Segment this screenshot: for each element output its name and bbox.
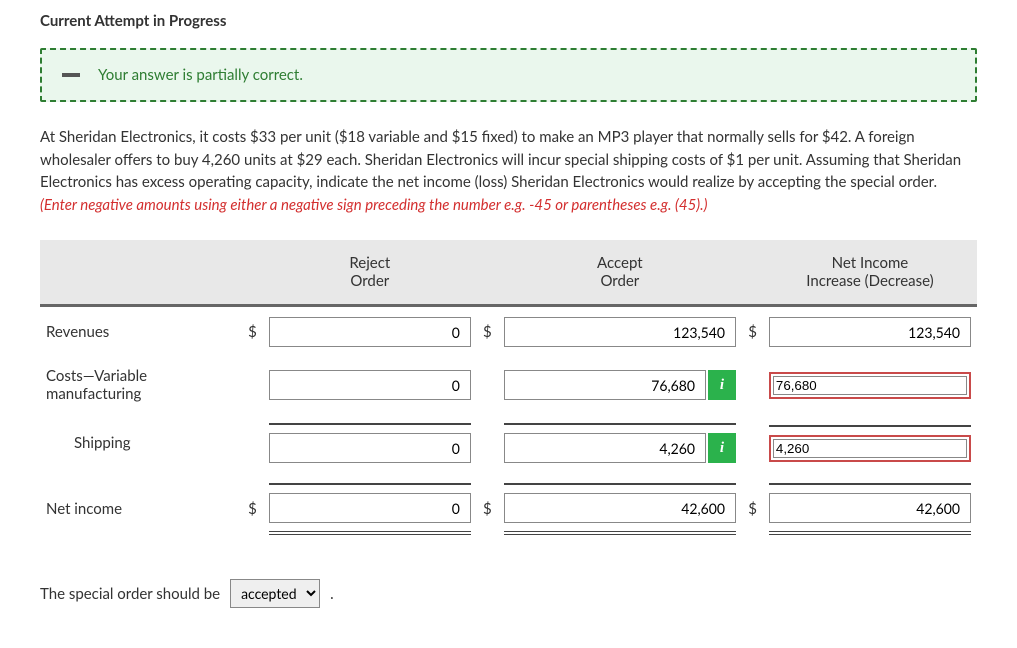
netincome-accept-input[interactable] <box>504 493 736 523</box>
netincome-reject-input[interactable] <box>269 493 471 523</box>
dollar-sign: $ <box>242 306 263 358</box>
row-revenues: Revenues $ $ $ <box>40 306 977 358</box>
revenues-accept-input[interactable] <box>504 317 736 347</box>
dollar-sign: $ <box>477 473 498 545</box>
incorrect-marker <box>769 435 971 462</box>
page-title: Current Attempt in Progress <box>40 12 977 30</box>
dollar-sign: $ <box>242 473 263 545</box>
label-costs-variable: Costs—Variable manufacturing <box>40 357 242 413</box>
label-revenues: Revenues <box>40 306 242 358</box>
revenues-net-input[interactable] <box>769 317 971 347</box>
shipping-net-input[interactable] <box>773 439 967 458</box>
costsvar-reject-input[interactable] <box>269 370 471 400</box>
partial-correct-alert: Your answer is partially correct. <box>40 48 977 102</box>
dollar-sign: $ <box>477 306 498 358</box>
problem-body: At Sheridan Electronics, it costs $33 pe… <box>40 128 961 191</box>
conclusion-line: The special order should be accepted . <box>40 579 977 608</box>
minus-icon <box>62 73 80 77</box>
shipping-reject-input[interactable] <box>269 433 471 463</box>
dollar-sign: $ <box>742 306 763 358</box>
shipping-accept-input[interactable] <box>504 433 706 463</box>
costsvar-accept-input[interactable] <box>504 370 706 400</box>
info-icon[interactable]: i <box>708 433 736 463</box>
conclusion-prefix: The special order should be <box>40 585 220 603</box>
costsvar-net-input[interactable] <box>773 376 967 395</box>
conclusion-suffix: . <box>330 585 334 603</box>
problem-statement: At Sheridan Electronics, it costs $33 pe… <box>40 126 977 216</box>
label-shipping: Shipping <box>40 413 242 473</box>
worksheet-table: Reject Order Accept Order Net Income Inc… <box>40 240 977 545</box>
row-shipping: Shipping i <box>40 413 977 473</box>
dollar-sign: $ <box>742 473 763 545</box>
label-net-income: Net income <box>40 473 242 545</box>
col-net: Net Income Increase (Decrease) <box>763 240 977 306</box>
conclusion-select[interactable]: accepted <box>230 579 320 608</box>
info-icon[interactable]: i <box>708 370 736 400</box>
netincome-net-input[interactable] <box>769 493 971 523</box>
row-costs-variable: Costs—Variable manufacturing i <box>40 357 977 413</box>
revenues-reject-input[interactable] <box>269 317 471 347</box>
alert-text: Your answer is partially correct. <box>98 66 303 84</box>
col-reject: Reject Order <box>263 240 477 306</box>
row-net-income: Net income $ $ $ <box>40 473 977 545</box>
col-accept: Accept Order <box>498 240 742 306</box>
incorrect-marker <box>769 372 971 399</box>
problem-hint: (Enter negative amounts using either a n… <box>40 196 708 214</box>
